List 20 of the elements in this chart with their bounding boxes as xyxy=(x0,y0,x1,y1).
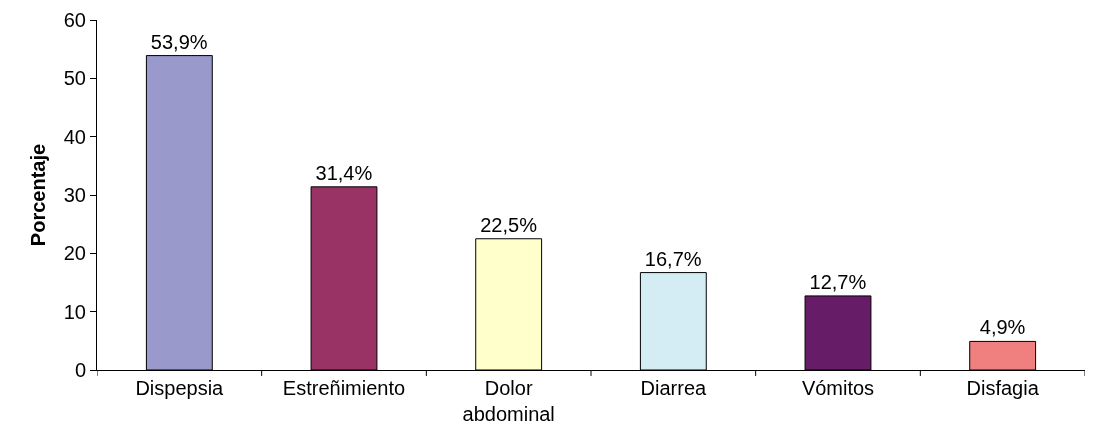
y-tick-label: 60 xyxy=(63,9,86,31)
y-tick-label: 10 xyxy=(63,300,86,323)
data-label: 53,9% xyxy=(150,30,208,53)
y-tick-label: 40 xyxy=(63,125,86,148)
data-label: 31,4% xyxy=(315,161,373,184)
y-tick-label: 50 xyxy=(63,67,86,90)
x-tick-label: Diarrea xyxy=(640,377,707,399)
x-tick-label: Dolor abdominal xyxy=(462,377,555,425)
x-tick-label: Disfagia xyxy=(966,377,1040,399)
y-tick-label: 0 xyxy=(74,359,86,381)
x-tick-label: Estreñimiento xyxy=(282,377,406,399)
y-tick-label: 20 xyxy=(63,242,86,265)
data-label: 16,7% xyxy=(644,247,702,270)
y-tick-label: 30 xyxy=(63,184,86,206)
x-tick-label: Vómitos xyxy=(801,377,875,399)
data-label: 4,9% xyxy=(979,316,1026,339)
x-tick-label: Dispepsia xyxy=(135,377,225,399)
y-axis-title: Porcentaje xyxy=(27,143,50,247)
data-label: 22,5% xyxy=(480,213,538,236)
data-label: 12,7% xyxy=(809,270,867,293)
